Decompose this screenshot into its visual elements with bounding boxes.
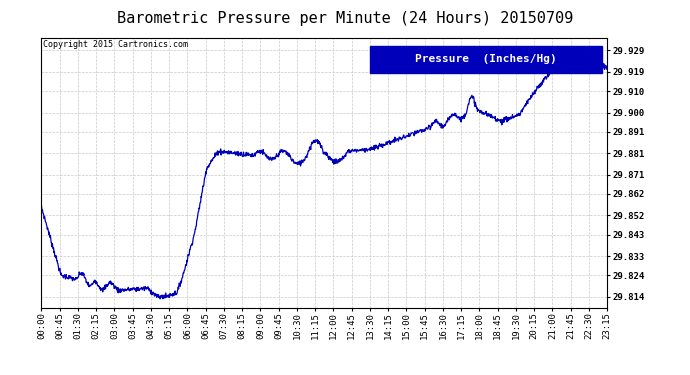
Bar bbox=[370, 46, 602, 73]
Text: Barometric Pressure per Minute (24 Hours) 20150709: Barometric Pressure per Minute (24 Hours… bbox=[117, 11, 573, 26]
Text: Pressure  (Inches/Hg): Pressure (Inches/Hg) bbox=[415, 54, 556, 64]
Text: Copyright 2015 Cartronics.com: Copyright 2015 Cartronics.com bbox=[43, 40, 188, 49]
